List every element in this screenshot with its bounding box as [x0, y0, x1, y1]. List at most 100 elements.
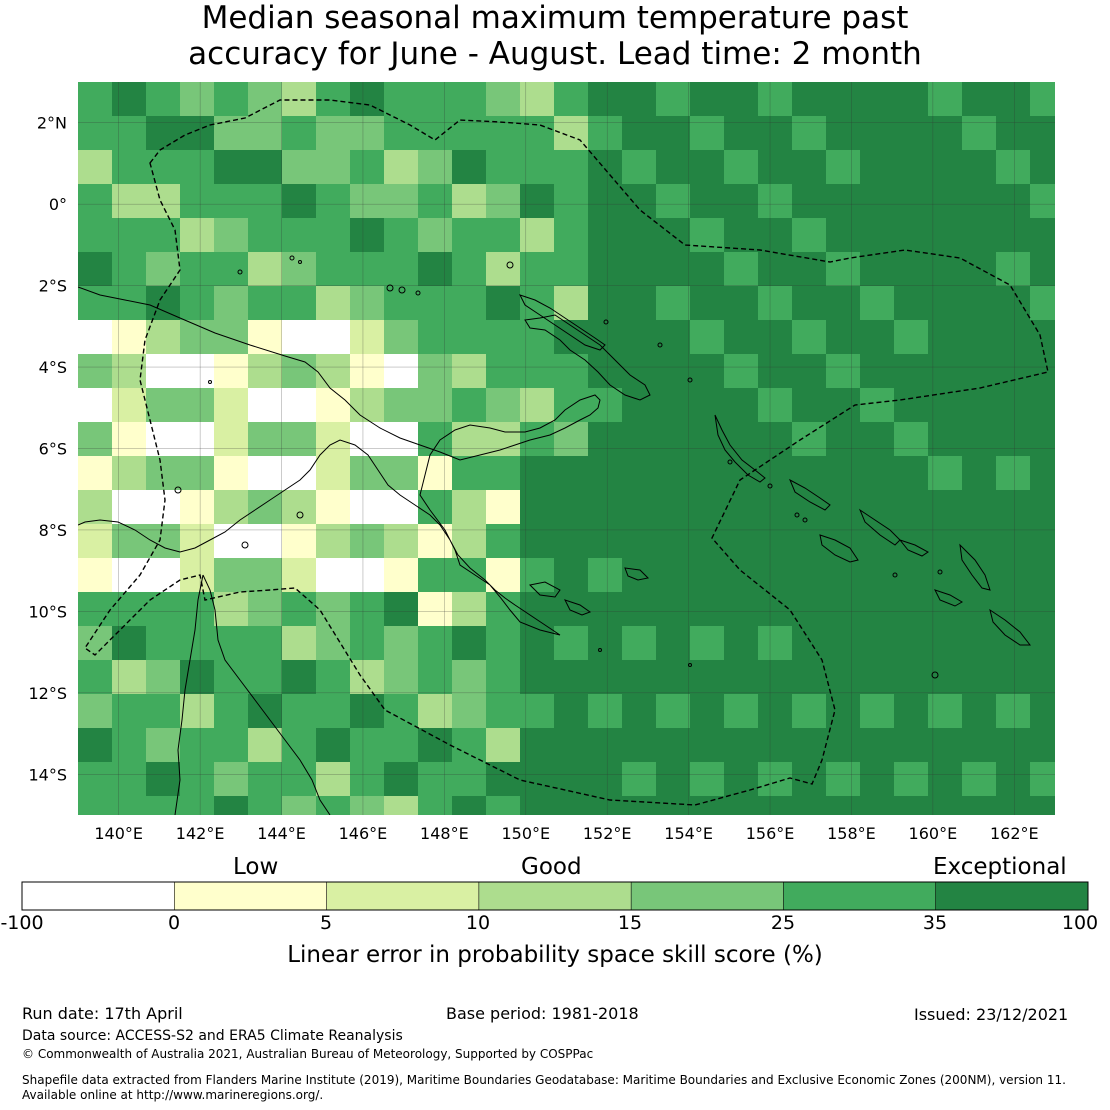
grid-cell [928, 592, 963, 627]
grid-cell [316, 592, 351, 627]
grid-cell [112, 82, 147, 117]
grid-cell [180, 796, 215, 815]
grid-cell [690, 252, 725, 287]
grid-cell [724, 694, 759, 729]
grid-cell [350, 660, 385, 695]
grid-cell [350, 150, 385, 185]
grid-cell [316, 218, 351, 253]
grid-cell [452, 592, 487, 627]
grid-cell [690, 184, 725, 219]
grid-cell [486, 558, 521, 593]
grid-cell [214, 82, 249, 117]
grid-cell [690, 422, 725, 457]
grid-cell [486, 150, 521, 185]
grid-cell [758, 796, 793, 815]
grid-cell [996, 456, 1031, 491]
grid-cell [520, 592, 555, 627]
grid-cell [78, 218, 113, 253]
lon-tick-label: 160°E [909, 824, 958, 843]
grid-cell [180, 252, 215, 287]
grid-cell [180, 150, 215, 185]
grid-cell [248, 524, 283, 559]
grid-cell [554, 694, 589, 729]
grid-cell [656, 116, 691, 151]
colorbar-category-exceptional: Exceptional [933, 854, 1067, 880]
grid-cell [928, 694, 963, 729]
grid-cell [384, 184, 419, 219]
grid-cell [384, 728, 419, 763]
grid-cell [316, 184, 351, 219]
grid-cell [248, 116, 283, 151]
grid-cell [758, 592, 793, 627]
grid-cell [656, 728, 691, 763]
grid-cell [826, 728, 861, 763]
grid-cell [146, 660, 181, 695]
grid-cell [384, 694, 419, 729]
grid-cell [486, 762, 521, 797]
grid-cell [962, 524, 997, 559]
grid-cell [894, 762, 929, 797]
grid-cell [962, 354, 997, 389]
colorbar-tick-35: 35 [922, 912, 948, 934]
grid-cell [180, 490, 215, 525]
grid-cell [384, 626, 419, 661]
grid-cell [180, 218, 215, 253]
grid-cell [588, 184, 623, 219]
grid-cell [758, 218, 793, 253]
grid-cell [282, 422, 317, 457]
grid-cell [1030, 252, 1055, 287]
grid-cell [282, 558, 317, 593]
grid-cell [622, 286, 657, 321]
coastline-islets [174, 255, 943, 679]
grid-cell [316, 82, 351, 117]
colorbar-segment [478, 882, 632, 910]
grid-cell [724, 456, 759, 491]
coastline-santa-isabel [789, 478, 831, 511]
grid-cell [826, 592, 861, 627]
grid-cell [248, 796, 283, 815]
grid-cell [248, 694, 283, 729]
skill-score-map: 140°E 142°E 144°E 146°E 148°E 150°E 152°E 154°E… [28, 82, 1055, 843]
grid-cell [758, 558, 793, 593]
grid-cell [452, 660, 487, 695]
colorbar-label: Linear error in probability space skill … [287, 942, 823, 968]
grid-cell [248, 320, 283, 355]
grid-cell [112, 252, 147, 287]
grid-cell [180, 558, 215, 593]
grid-cell [350, 762, 385, 797]
grid-cell [656, 184, 691, 219]
run-date: Run date: 17th April [22, 1004, 183, 1023]
grid-cell [724, 558, 759, 593]
grid-cell [452, 82, 487, 117]
grid-cell [214, 354, 249, 389]
grid-cell [996, 762, 1031, 797]
grid-cell [758, 490, 793, 525]
grid-cell [112, 218, 147, 253]
grid-cell [758, 524, 793, 559]
grid-cell [894, 796, 929, 815]
grid-cell [792, 728, 827, 763]
grid-cell [146, 354, 181, 389]
grid-cell [180, 762, 215, 797]
grid-cell [928, 728, 963, 763]
grid-cell [452, 626, 487, 661]
grid-cell [452, 796, 487, 815]
grid-cell [520, 218, 555, 253]
grid-cell [1030, 592, 1055, 627]
grid-cell [316, 116, 351, 151]
grid-cell [418, 422, 453, 457]
grid-cell [622, 320, 657, 355]
grid-cell [894, 218, 929, 253]
grid-cell [860, 354, 895, 389]
grid-cell [928, 796, 963, 815]
grid-cell [622, 116, 657, 151]
grid-cell [520, 82, 555, 117]
grid-cell [112, 320, 147, 355]
grid-cell [214, 150, 249, 185]
grid-cell [860, 694, 895, 729]
grid-cell [248, 558, 283, 593]
lat-tick-label: 4°S [39, 358, 67, 377]
grid-cell [928, 82, 963, 117]
grid-cell [758, 456, 793, 491]
grid-cell [656, 694, 691, 729]
